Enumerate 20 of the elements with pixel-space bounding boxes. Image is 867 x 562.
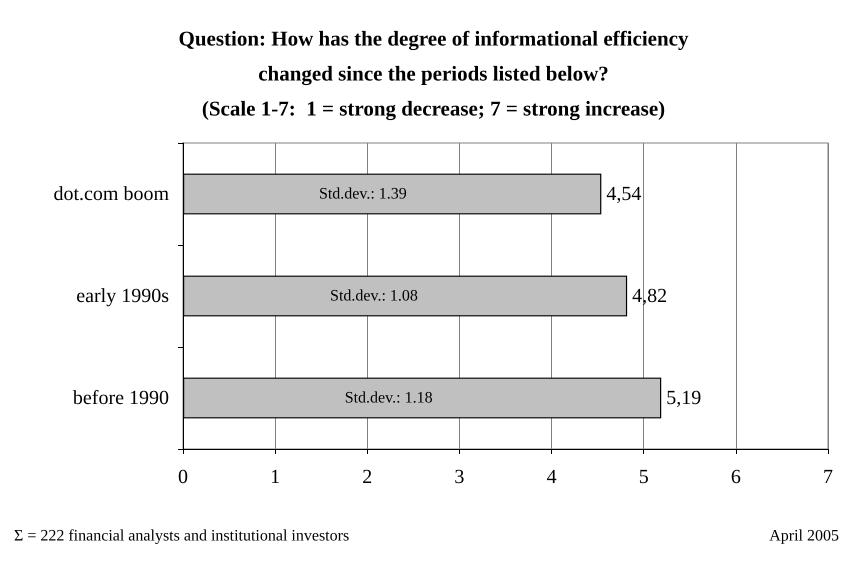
chart-title: Question: How has the degree of informational efficiency changed since the periods listed below? (Scale 1-7: 1 = strong decrease; 7 = strong increase): [178, 26, 689, 120]
y-tick-label: before 1990: [72, 387, 169, 409]
x-tick-label: 6: [730, 466, 741, 488]
x-tick-label: 2: [362, 466, 372, 488]
annotation: Std.dev.: 1.18: [344, 390, 433, 406]
x-tick-label: 7: [823, 466, 833, 488]
x-tick-label: 5: [638, 466, 649, 488]
y-tick-label: early 1990s: [76, 285, 170, 307]
annotation: Std.dev.: 1.08: [330, 288, 418, 304]
x-tick-label: 4: [546, 466, 557, 488]
x-tick-label: 0: [178, 466, 188, 488]
annotation: Std.dev.: 1.39: [318, 186, 407, 202]
data-label: 4,82: [632, 285, 668, 307]
y-tick-label: dot.com boom: [53, 183, 170, 205]
x-tick-label: 3: [454, 466, 464, 488]
data-label: 5,19: [666, 387, 702, 409]
x-tick-label: 1: [270, 466, 280, 488]
text: April 2005: [769, 528, 840, 544]
data-label: 4,54: [606, 183, 642, 205]
text: Σ = 222 financial analysts and institutional investors: [14, 528, 350, 544]
